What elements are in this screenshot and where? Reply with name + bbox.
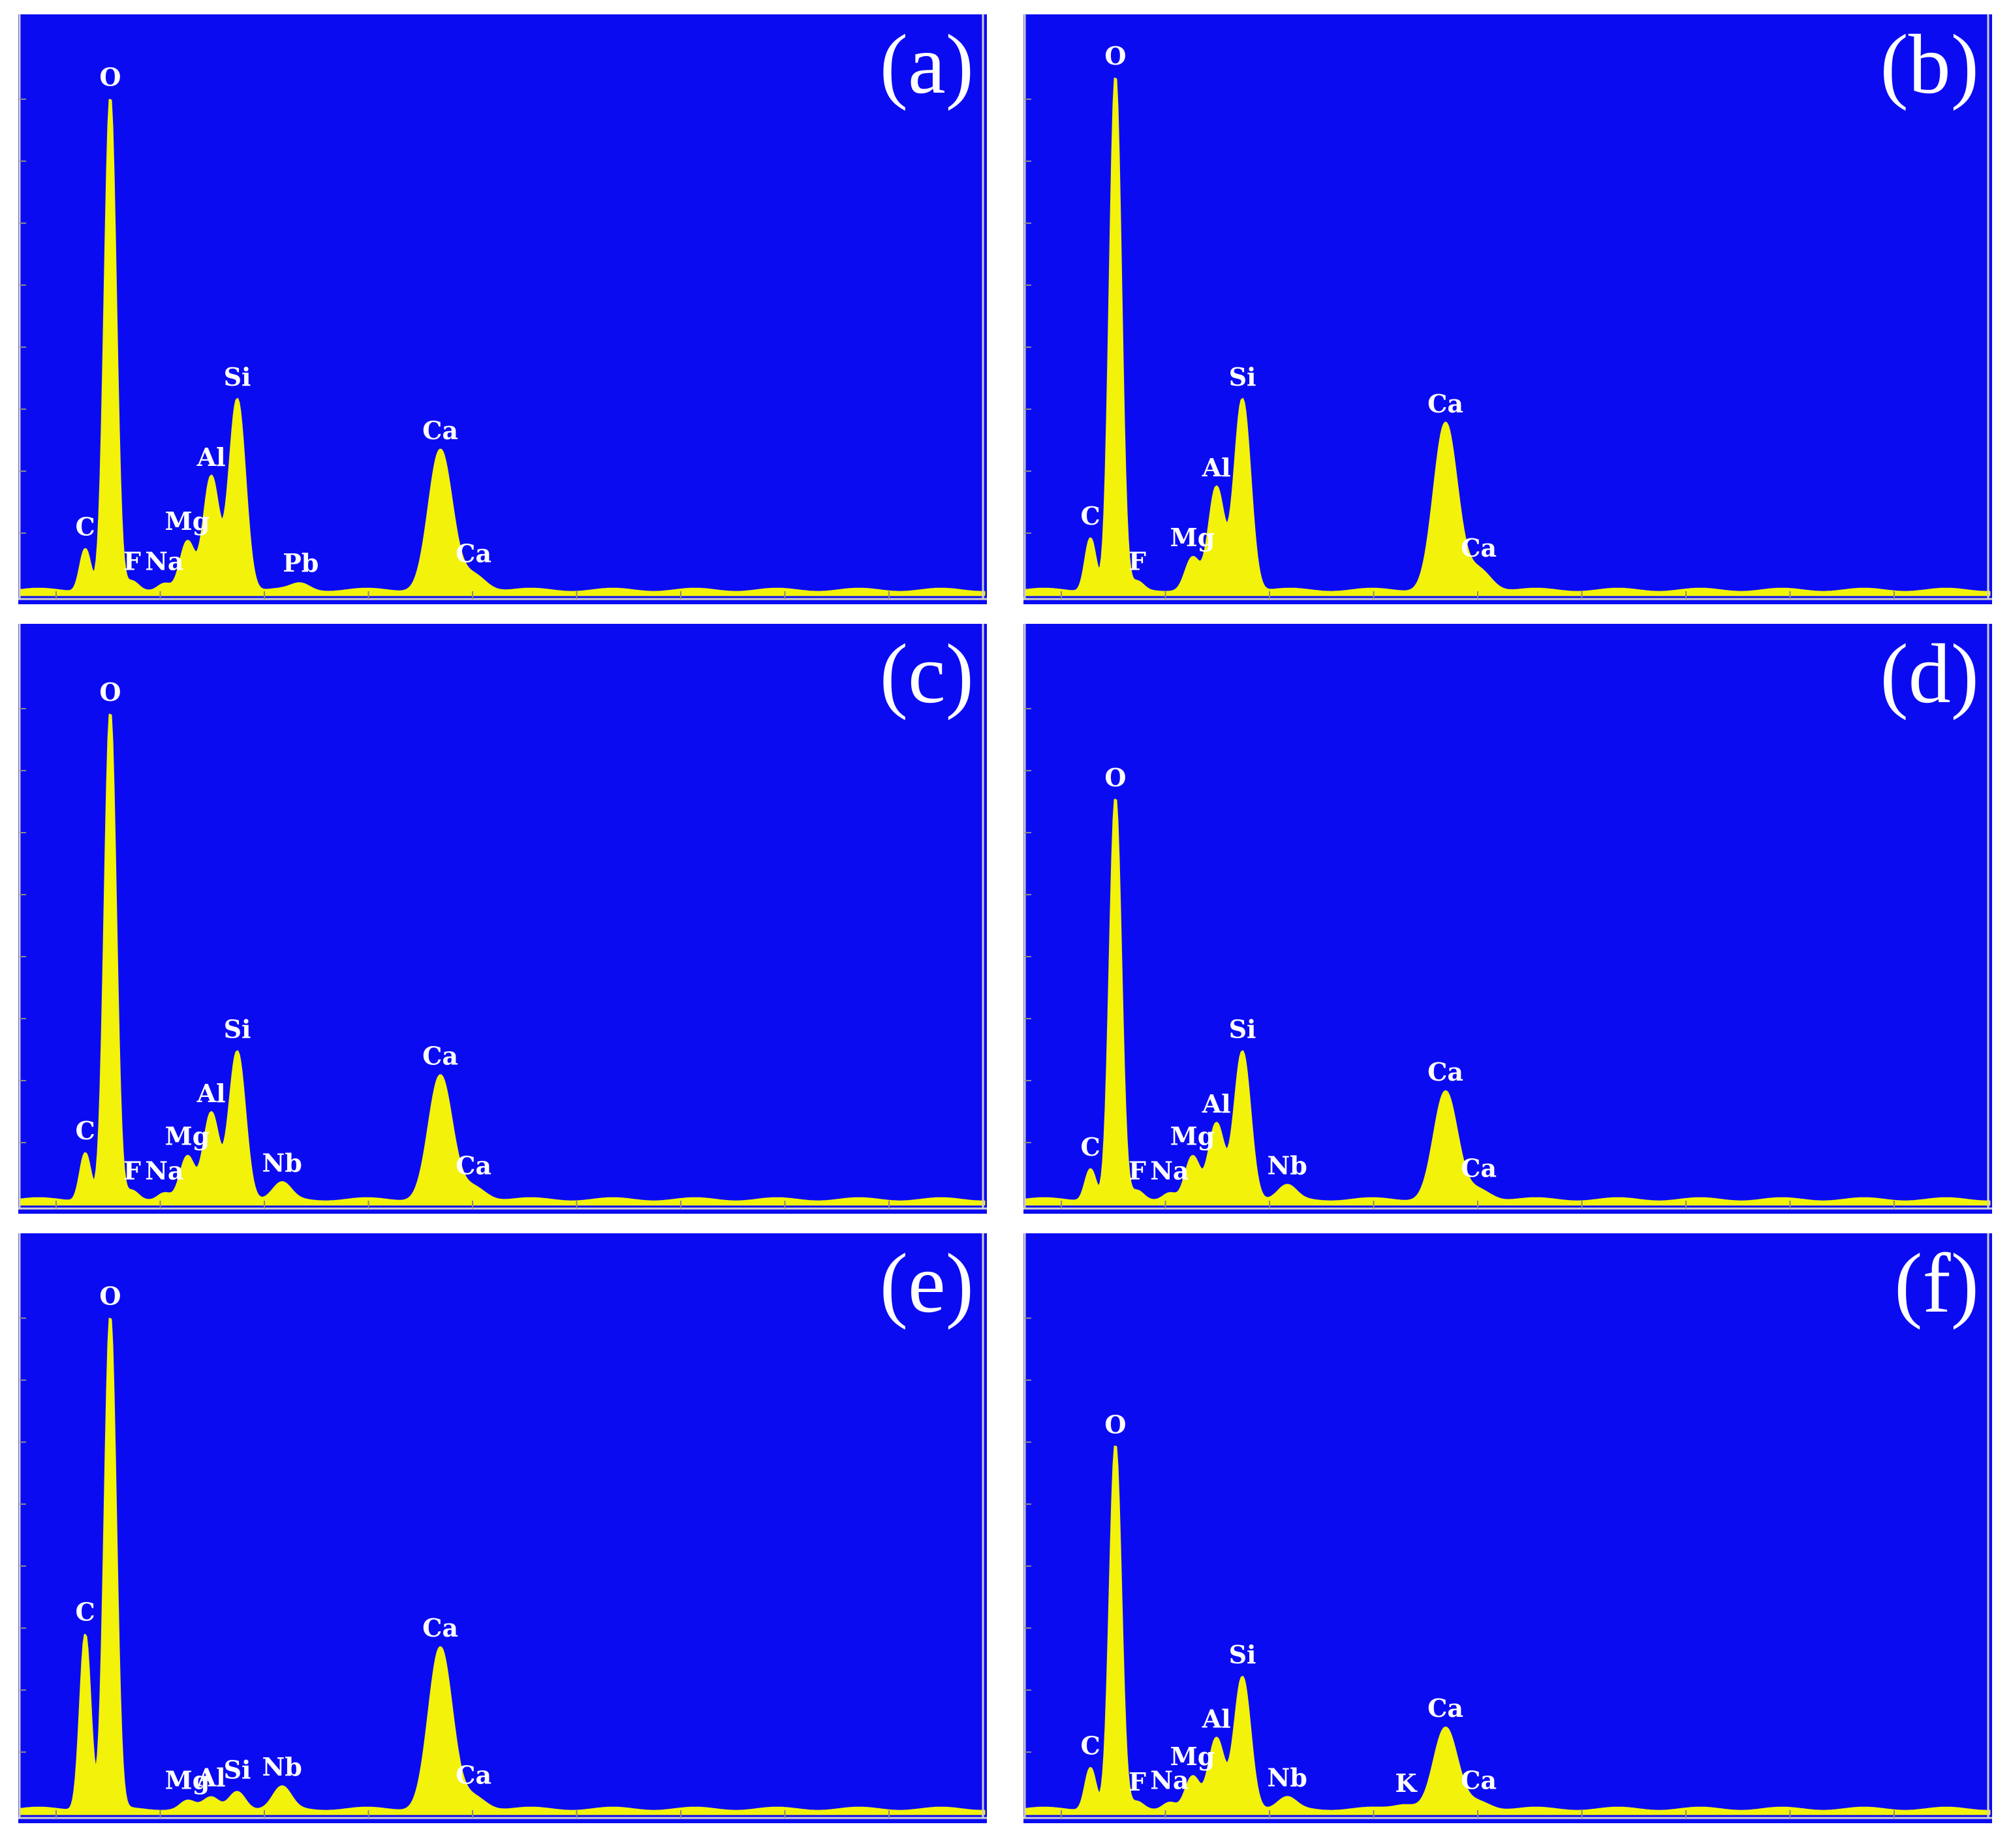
peak-label: Na [1150,1766,1189,1795]
peak-label: O [1104,1409,1126,1439]
peak-label: Ca [456,1761,491,1790]
peak-label: Ca [1427,1057,1463,1086]
peak-label: F [1129,547,1146,576]
peak-label: Mg [1170,1121,1215,1150]
peak-label: C [1081,501,1100,531]
peak-label: C [1081,1731,1100,1760]
panel-d: C O F Na Mg Al Si Nb Ca Ca (d) [1023,624,1992,1214]
spectrum-trace [1025,799,1991,1206]
peak-label: Al [1202,453,1231,482]
panel-b: C O F Mg Al Si Ca Ca (b) [1023,14,1992,604]
spectrum-trace [1025,1445,1991,1815]
peak-label: Mg [165,506,210,536]
peak-label: Si [1229,1640,1256,1669]
peak-label: O [1104,41,1126,70]
peak-label: Ca [422,1613,458,1642]
peak-label: K [1395,1768,1418,1798]
peak-label: Ca [422,416,458,445]
peak-label: O [99,677,121,707]
peak-label: O [99,1282,121,1311]
peak-label: Al [1202,1704,1231,1733]
peak-label: Si [224,1014,251,1043]
peak-label: Si [1229,362,1256,392]
spectrum-trace [20,713,986,1206]
peak-label: Ca [1427,389,1463,418]
peak-label: Mg [165,1766,210,1795]
peak-label: F [123,1156,141,1186]
plot-area [18,624,987,1214]
peak-label: Na [145,547,183,576]
peak-label: O [99,63,121,92]
plot-area [18,14,987,604]
peak-label: Ca [456,1151,491,1180]
peak-label: Nb [262,1752,302,1781]
peak-label: C [76,512,95,541]
spectrum-trace [20,1317,986,1815]
spectrum-svg: C O F Na Mg Al Si Pb Ca Ca (a) [18,14,987,604]
peak-label: Ca [422,1041,458,1070]
spectrum-svg: C O F Na Mg Al Si Nb Ca Ca (c) [18,624,987,1214]
plot-area [1023,14,1992,604]
panel-label: (d) [1880,627,1979,721]
peak-label: Mg [1170,523,1215,552]
peak-label: Al [196,1763,226,1793]
peak-label: C [76,1116,95,1145]
peak-label: Al [1202,1089,1231,1118]
peak-label: Na [145,1156,183,1186]
panel-c: C O F Na Mg Al Si Nb Ca Ca (c) [18,624,987,1214]
peak-label: Al [196,442,226,472]
panel-label: (c) [880,627,974,721]
peak-label: Ca [1427,1693,1463,1723]
peak-label: C [76,1597,95,1626]
spectrum-trace [20,99,986,596]
peak-label: Si [224,362,251,392]
panel-f: C O F Na Mg Al Si Nb K Ca Ca (f) [1023,1233,1992,1823]
plot-area [1023,624,1992,1214]
spectrum-trace [1025,77,1991,596]
spectrum-svg: C O F Na Mg Al Si Nb Ca Ca (d) [1023,624,1992,1214]
panel-label: (e) [880,1237,974,1331]
peak-label: Pb [283,548,319,578]
peak-label: Mg [1170,1742,1215,1771]
peak-label: Mg [165,1121,210,1150]
peak-label: F [1129,1156,1146,1186]
panel-label: (f) [1894,1237,1979,1331]
panel-a: C O F Na Mg Al Si Pb Ca Ca (a) [18,14,987,604]
plot-area [1023,1233,1992,1823]
peak-label: Si [1229,1014,1256,1043]
peak-label: Ca [1461,1766,1497,1795]
peak-label: Nb [1267,1151,1307,1180]
peak-label: Ca [1461,533,1497,562]
peak-label: Si [224,1755,251,1784]
panel-label: (a) [880,18,974,112]
peak-label: C [1081,1132,1100,1162]
peak-label: Ca [1461,1154,1497,1183]
peak-label: O [1104,763,1126,792]
peak-label: F [1129,1767,1146,1796]
peak-label: Nb [1267,1763,1307,1793]
peak-label: Nb [262,1148,302,1177]
panel-label: (b) [1880,18,1979,112]
peak-label: Al [196,1079,226,1108]
peak-label: Na [1150,1156,1189,1186]
panel-e: C O Mg Al Si Nb Ca Ca (e) [18,1233,987,1823]
plot-area [18,1233,987,1823]
peak-label: Ca [456,538,491,568]
peak-label: F [123,547,141,576]
spectrum-svg: C O F Mg Al Si Ca Ca (b) [1023,14,1992,604]
